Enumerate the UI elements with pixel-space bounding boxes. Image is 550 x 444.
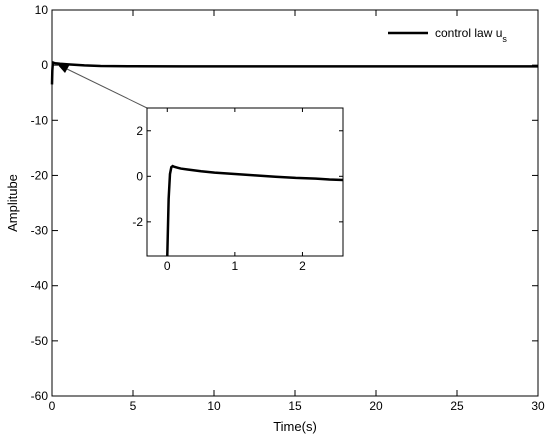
inset-x-tick-label: 1 — [232, 259, 239, 273]
legend-label-subscript: s — [502, 34, 507, 44]
zoom-arrow-line — [66, 68, 148, 109]
main-x-tick-label: 15 — [288, 399, 302, 413]
inset-ticks — [147, 108, 343, 256]
legend-label-main: control law u — [435, 26, 502, 40]
inset-frame — [146, 107, 344, 257]
y-axis-label: Amplitube — [5, 174, 20, 232]
main-y-tick-label: -30 — [31, 224, 49, 238]
legend: control law us — [388, 26, 507, 44]
inset-y-tick-label: 0 — [136, 169, 143, 183]
inset-x-tick-label: 0 — [164, 259, 171, 273]
plot-frame — [51, 9, 539, 397]
main-y-tick-label: -20 — [31, 168, 49, 182]
main-x-tick-label: 0 — [49, 399, 56, 413]
inset-plot: 0 1 2 2 0 -2 — [132, 107, 344, 273]
inset-x-tick-label: 2 — [299, 259, 306, 273]
x-axis-label: Time(s) — [273, 419, 317, 434]
legend-label: control law us — [435, 26, 507, 44]
main-x-tick-label: 10 — [207, 399, 221, 413]
main-y-tick-label: -60 — [31, 389, 49, 403]
inset-series-line — [166, 164, 344, 257]
main-x-tick-label: 25 — [450, 399, 464, 413]
inset-background — [147, 108, 343, 256]
zoom-arrowhead — [57, 64, 70, 73]
main-x-tick-label: 5 — [130, 399, 137, 413]
main-x-tick-label: 20 — [369, 399, 383, 413]
main-x-tick-label: 30 — [531, 399, 545, 413]
inset-y-tick-label: -2 — [132, 215, 143, 229]
series-line-control-law — [50, 60, 538, 85]
main-y-tick-label: -50 — [31, 334, 49, 348]
main-y-tick-label: -40 — [31, 279, 49, 293]
main-y-tick-label: -10 — [31, 113, 49, 127]
main-y-tick-label: 10 — [35, 3, 49, 17]
inset-tick-labels: 0 1 2 2 0 -2 — [132, 124, 306, 273]
inset-y-tick-label: 2 — [136, 124, 143, 138]
main-y-tick-label: 0 — [41, 58, 48, 72]
